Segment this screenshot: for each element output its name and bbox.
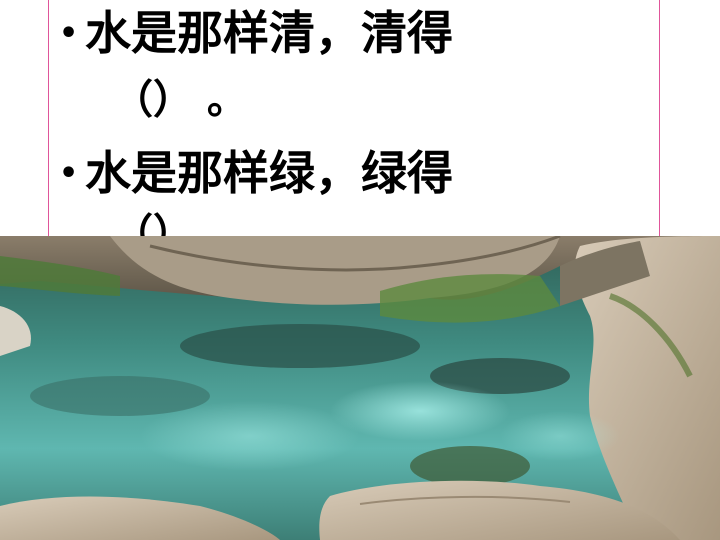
text-box: • 水是那样清，清得 （） 。 • 水是那样绿，绿得 （） xyxy=(48,0,660,250)
pool-photo xyxy=(0,236,720,540)
bullet-icon: • xyxy=(59,156,79,191)
bullet-item-2: • 水是那样绿，绿得 xyxy=(59,148,453,199)
bullet-item-1: • 水是那样清，清得 xyxy=(59,8,453,59)
sentence-2: 水是那样绿，绿得 xyxy=(85,146,453,200)
sentence-1: 水是那样清，清得 xyxy=(85,6,453,60)
bullet-icon: • xyxy=(59,16,79,51)
blank-1: （） 。 xyxy=(113,77,247,123)
